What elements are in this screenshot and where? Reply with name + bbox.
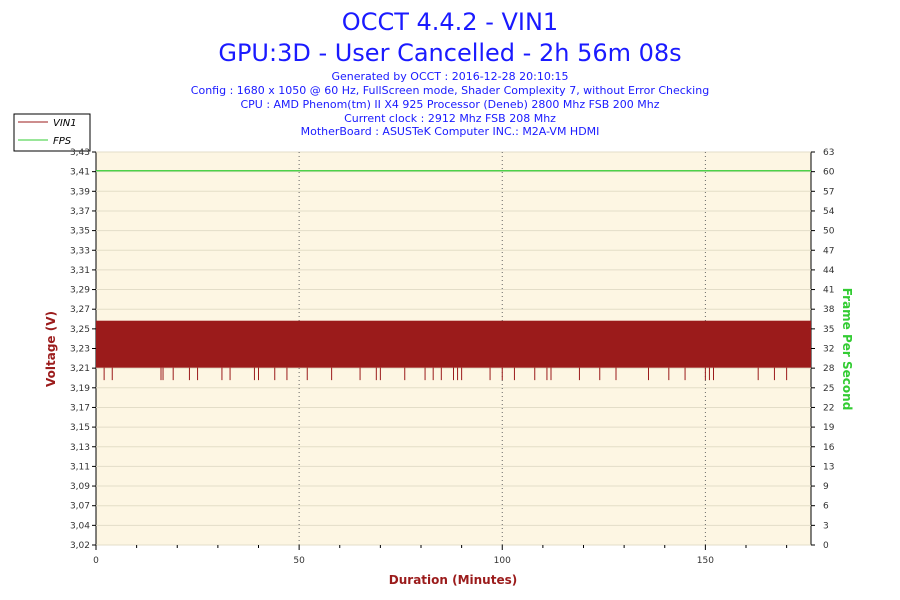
legend-box [13,113,91,152]
y-tick-label: 3,39 [70,187,90,197]
y2-tick-label: 25 [823,384,834,394]
y-tick-label: 3,33 [70,246,90,256]
x-axis: 0 50 100 150 [93,545,788,566]
chart-title: OCCT 4.4.2 - VIN1 [342,8,558,36]
y2-tick-label: 60 [823,168,835,178]
y-tick-label: 3,04 [70,521,90,531]
info-line-config: Config : 1680 x 1050 @ 60 Hz, FullScreen… [191,84,709,97]
info-line-generated: Generated by OCCT : 2016-12-28 20:10:15 [331,70,568,83]
y2-tick-label: 41 [823,286,834,296]
y2-tick-label: 22 [823,403,834,413]
y2-tick-label: 35 [823,325,834,335]
y2-tick-label: 57 [823,187,834,197]
y2-tick-label: 13 [823,462,834,472]
x-tick-label: 0 [93,556,99,566]
y-tick-label: 3,11 [70,462,90,472]
y2-axis-label: Frame Per Second [840,288,854,411]
grid [96,151,811,546]
y2-tick-label: 3 [823,521,829,531]
y-tick-label: 3,27 [70,305,90,315]
y2-tick-label: 9 [823,482,829,492]
info-line-clock: Current clock : 2912 Mhz FSB 208 Mhz [344,112,556,125]
vin1-series-band [96,320,811,368]
y-tick-label: 3,31 [70,266,90,276]
y2-tick-label: 50 [823,227,835,237]
x-tick-label: 100 [494,556,511,566]
y-tick-label: 3,37 [70,207,90,217]
y2-tick-label: 6 [823,502,829,512]
y-axis-left: 3,43 3,41 3,39 3,37 3,35 3,33 3,31 3,29 3,27 3,25… [70,148,96,551]
y-tick-label: 3,25 [70,325,90,335]
y-tick-label: 3,41 [70,168,90,178]
y2-tick-label: 32 [823,345,834,355]
series-layer [96,170,811,381]
y2-tick-label: 47 [823,246,834,256]
x-tick-label: 50 [293,556,305,566]
y-tick-label: 3,07 [70,502,90,512]
info-line-cpu: CPU : AMD Phenom(tm) II X4 925 Processor… [240,98,659,111]
y2-tick-label: 16 [823,443,835,453]
legend: VIN1 FPS [13,113,91,152]
y2-tick-label: 54 [823,207,835,217]
y-tick-label: 3,35 [70,227,90,237]
x-tick-label: 150 [697,556,714,566]
y-tick-label: 3,29 [70,286,90,296]
info-line-motherboard: MotherBoard : ASUSTeK Computer INC.: M2A… [301,125,600,138]
y2-tick-label: 0 [823,541,829,551]
y2-tick-label: 38 [823,305,835,315]
legend-label-vin1: VIN1 [53,118,77,129]
y-tick-label: 3,43 [70,148,90,158]
y-tick-label: 3,19 [70,384,90,394]
y-tick-label: 3,17 [70,403,90,413]
chart-subtitle: GPU:3D - User Cancelled - 2h 56m 08s [218,39,681,67]
y-axis-label: Voltage (V) [44,311,58,387]
y-tick-label: 3,02 [70,541,90,551]
x-axis-label: Duration (Minutes) [389,573,517,587]
y-tick-label: 3,23 [70,345,90,355]
y2-tick-label: 44 [823,266,835,276]
y2-tick-label: 19 [823,423,835,433]
y2-tick-label: 28 [823,364,835,374]
y-tick-label: 3,13 [70,443,90,453]
y2-tick-label: 63 [823,148,834,158]
y-tick-label: 3,09 [70,482,90,492]
y-tick-label: 3,15 [70,423,90,433]
legend-label-fps: FPS [53,136,72,147]
y-tick-label: 3,21 [70,364,90,374]
